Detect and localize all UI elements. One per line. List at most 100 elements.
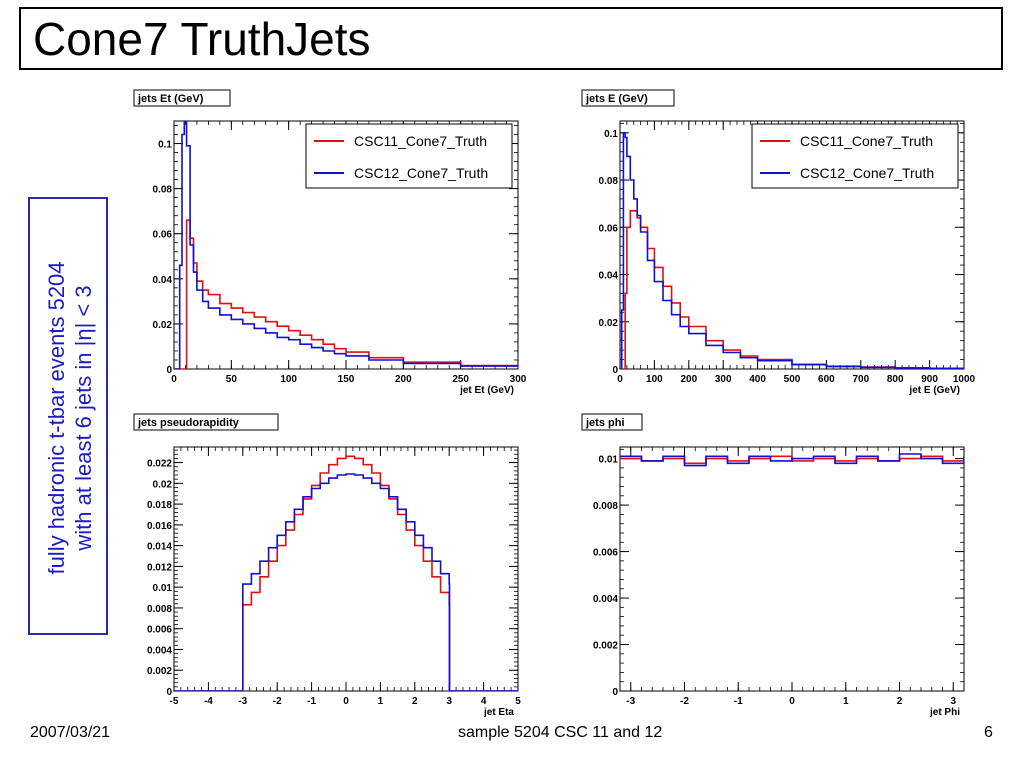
x-tick-label: 100: [280, 374, 297, 385]
y-tick-label: 0.004: [593, 594, 618, 605]
x-tick-label: 0: [171, 374, 177, 385]
x-tick-label: 600: [818, 374, 835, 385]
x-tick-label: 250: [452, 374, 469, 385]
x-tick-label: 2: [412, 696, 418, 707]
footer-center-text: sample 5204 CSC 11 and 12: [458, 724, 663, 741]
x-tick-label: 100: [646, 374, 663, 385]
x-tick-label: 1: [378, 696, 384, 707]
x-tick-label: 800: [887, 374, 904, 385]
legend-box: [305, 123, 513, 189]
legend-label-1: CSC11_Cone7_Truth: [800, 133, 933, 149]
series-2-line: [620, 132, 964, 369]
y-tick-label: 0.1: [158, 140, 172, 151]
legend-label-2: CSC12_Cone7_Truth: [800, 165, 934, 181]
y-tick-label: 0: [612, 687, 618, 698]
chart-1: jets Et (GeV) 0 0.02 0.04 0.06 0.08 0.1 0 50 100 1…: [133, 89, 527, 396]
legend-box: [751, 123, 959, 189]
series-2-line: [174, 473, 518, 691]
y-tick-label: 0: [612, 365, 618, 376]
y-tick-label: 0.002: [593, 641, 618, 652]
x-axis-label: jet E (GeV): [908, 385, 960, 396]
legend-label-1: CSC11_Cone7_Truth: [354, 133, 487, 149]
x-tick-label: 300: [510, 374, 527, 385]
y-tick-label: 0.022: [147, 459, 172, 470]
y-tick-label: 0.008: [593, 501, 618, 512]
y-tick-label: 0.016: [147, 521, 172, 532]
chart-title-box: [581, 413, 643, 431]
x-tick-label: -5: [170, 696, 179, 707]
legend: CSC11_Cone7_Truth CSC12_Cone7_Truth: [751, 123, 959, 189]
y-tick-label: 0.014: [147, 542, 172, 553]
y-tick-label: 0.008: [147, 604, 172, 615]
x-tick-label: 150: [338, 374, 355, 385]
legend: CSC11_Cone7_Truth CSC12_Cone7_Truth: [305, 123, 513, 189]
series-2-line: [620, 453, 964, 467]
x-tick-label: 900: [921, 374, 938, 385]
y-tick-label: 0.004: [147, 645, 172, 656]
x-axis-label: jet Et (GeV): [459, 385, 514, 396]
chart-3: jets pseudorapidity 0 0.002 0.004 0.006 0.008…: [133, 413, 521, 718]
x-tick-label: -1: [734, 696, 743, 707]
chart-2: jets E (GeV) 0 0.02 0.04 0.06 0.08 0.1 0 100 200 3…: [581, 89, 976, 396]
y-tick-label: 0.012: [147, 562, 172, 573]
x-tick-label: 4: [481, 696, 487, 707]
x-tick-label: 300: [715, 374, 732, 385]
plot-frame: [619, 446, 965, 692]
x-tick-label: 1000: [953, 374, 976, 385]
x-axis-label: jet Eta: [483, 707, 514, 718]
series-1-line: [174, 455, 518, 691]
footer-date: 2007/03/21: [30, 724, 111, 741]
chart-title: jets phi: [585, 417, 625, 429]
y-tick-label: 0.04: [153, 275, 173, 286]
x-tick-label: -3: [238, 696, 247, 707]
chart-title-box: [581, 89, 675, 107]
x-tick-label: 200: [395, 374, 412, 385]
x-tick-label: -1: [307, 696, 316, 707]
x-tick-label: -2: [273, 696, 282, 707]
y-tick-label: 0.02: [599, 318, 619, 329]
y-tick-label: 0.006: [147, 625, 172, 636]
x-tick-label: 0: [617, 374, 623, 385]
y-tick-label: 0.006: [593, 548, 618, 559]
series-2-line: [174, 121, 518, 369]
chart-title: jets pseudorapidity: [137, 417, 240, 429]
chart-title: jets E (GeV): [585, 93, 648, 105]
y-tick-label: 0.02: [153, 479, 173, 490]
y-tick-label: 0.1: [604, 129, 618, 140]
slide-title: Cone7 TruthJets: [33, 13, 371, 65]
x-tick-label: 200: [680, 374, 697, 385]
x-axis-label: jet Phi: [929, 707, 960, 718]
x-tick-label: 5: [515, 696, 521, 707]
y-tick-label: 0.018: [147, 500, 172, 511]
x-tick-label: 400: [749, 374, 766, 385]
chart-title: jets Et (GeV): [137, 93, 204, 105]
x-tick-label: 0: [343, 696, 349, 707]
x-tick-label: 700: [852, 374, 869, 385]
x-tick-label: -2: [680, 696, 689, 707]
y-tick-label: 0: [166, 687, 172, 698]
x-tick-label: 500: [784, 374, 801, 385]
chart-4: jets phi 0 0.002 0.004 0.006 0.008 0.01 -3 -2 -1 0…: [581, 413, 965, 718]
y-tick-label: 0.002: [147, 666, 172, 677]
chart-title-box: [133, 89, 231, 107]
chart-title-box: [133, 413, 279, 431]
x-tick-label: 0: [789, 696, 795, 707]
y-tick-label: 0: [166, 365, 172, 376]
legend-label-2: CSC12_Cone7_Truth: [354, 165, 488, 181]
footer-page-number: 6: [984, 724, 993, 741]
series-1-line: [174, 219, 518, 369]
x-tick-label: 2: [897, 696, 903, 707]
x-tick-label: -4: [204, 696, 213, 707]
plot-frame: [173, 446, 519, 692]
y-tick-label: 0.01: [153, 583, 173, 594]
x-tick-label: -3: [626, 696, 635, 707]
y-tick-label: 0.06: [153, 230, 173, 241]
y-tick-label: 0.06: [599, 223, 619, 234]
x-tick-label: 1: [843, 696, 849, 707]
y-tick-label: 0.02: [153, 320, 173, 331]
y-tick-label: 0.04: [599, 271, 619, 282]
y-tick-label: 0.08: [599, 176, 619, 187]
slide-title-box: Cone7 TruthJets: [19, 7, 1003, 70]
y-tick-label: 0.08: [153, 185, 173, 196]
